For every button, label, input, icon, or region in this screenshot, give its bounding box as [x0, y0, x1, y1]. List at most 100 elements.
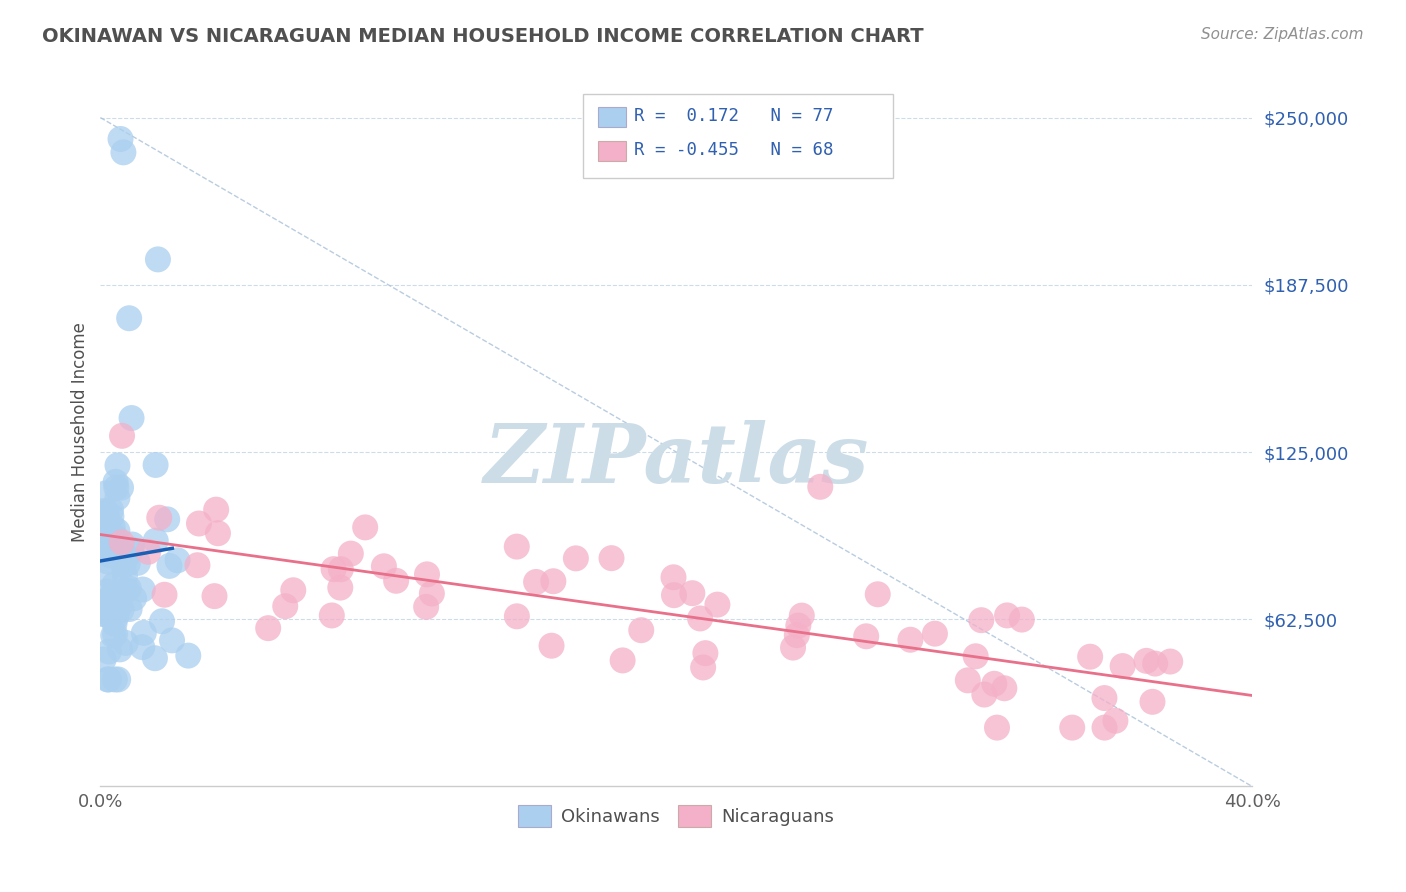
Point	[506, 540, 529, 554]
Point	[96, 584, 118, 599]
Point	[94, 526, 117, 541]
Point	[662, 570, 685, 584]
Point	[111, 535, 134, 549]
Point	[600, 551, 623, 566]
Point	[329, 581, 352, 595]
Point	[110, 603, 132, 617]
Point	[100, 509, 122, 524]
Legend: Okinawans, Nicaraguans: Okinawans, Nicaraguans	[510, 797, 842, 834]
Point	[112, 145, 135, 160]
Point	[101, 628, 124, 642]
Point	[97, 673, 120, 687]
Point	[1111, 659, 1133, 673]
Point	[156, 512, 179, 526]
Point	[110, 481, 132, 495]
Point	[103, 577, 125, 591]
Point	[118, 602, 141, 616]
Point	[385, 574, 408, 588]
Point	[681, 586, 703, 600]
Text: R =  0.172   N = 77: R = 0.172 N = 77	[634, 107, 834, 125]
Point	[630, 623, 652, 637]
Point	[121, 411, 143, 425]
Point	[855, 629, 877, 643]
Text: ZIPatlas: ZIPatlas	[484, 420, 869, 500]
Point	[145, 458, 167, 472]
Point	[416, 567, 439, 582]
Point	[131, 640, 153, 655]
Point	[924, 626, 946, 640]
Point	[153, 588, 176, 602]
Point	[111, 429, 134, 443]
Point	[122, 591, 145, 606]
Point	[662, 588, 685, 602]
Point	[115, 549, 138, 564]
Point	[110, 132, 132, 146]
Point	[808, 480, 831, 494]
Point	[706, 598, 728, 612]
Point	[101, 520, 124, 534]
Point	[107, 524, 129, 538]
Point	[104, 549, 127, 563]
Point	[321, 608, 343, 623]
Point	[94, 567, 117, 582]
Point	[188, 516, 211, 531]
Point	[114, 636, 136, 650]
Point	[1011, 613, 1033, 627]
Point	[565, 551, 588, 566]
Point	[1078, 649, 1101, 664]
Point	[104, 610, 127, 624]
Point	[91, 544, 114, 558]
Point	[93, 607, 115, 621]
Point	[506, 609, 529, 624]
Point	[787, 618, 810, 632]
Point	[94, 486, 117, 500]
Text: OKINAWAN VS NICARAGUAN MEDIAN HOUSEHOLD INCOME CORRELATION CHART: OKINAWAN VS NICARAGUAN MEDIAN HOUSEHOLD …	[42, 27, 924, 45]
Point	[1135, 654, 1157, 668]
Point	[121, 537, 143, 551]
Point	[782, 640, 804, 655]
Point	[970, 613, 993, 627]
Point	[540, 639, 562, 653]
Point	[983, 677, 1005, 691]
Point	[93, 504, 115, 518]
Point	[104, 590, 127, 604]
Point	[100, 530, 122, 544]
Point	[98, 598, 121, 612]
Point	[132, 582, 155, 597]
Point	[100, 601, 122, 615]
Point	[159, 558, 181, 573]
Point	[107, 458, 129, 473]
Point	[104, 475, 127, 489]
Point	[283, 583, 305, 598]
Point	[115, 583, 138, 598]
Point	[93, 652, 115, 666]
Point	[160, 633, 183, 648]
Point	[150, 614, 173, 628]
Point	[986, 721, 1008, 735]
Point	[166, 553, 188, 567]
Point	[146, 252, 169, 267]
Point	[104, 627, 127, 641]
Point	[91, 607, 114, 621]
Point	[420, 586, 443, 600]
Point	[205, 502, 228, 516]
Point	[692, 660, 714, 674]
Point	[790, 608, 813, 623]
Point	[117, 557, 139, 571]
Point	[104, 673, 127, 687]
Point	[786, 628, 808, 642]
Y-axis label: Median Household Income: Median Household Income	[72, 322, 89, 542]
Point	[101, 586, 124, 600]
Point	[257, 621, 280, 635]
Point	[322, 562, 344, 576]
Point	[186, 558, 208, 573]
Point	[415, 599, 437, 614]
Point	[1142, 695, 1164, 709]
Point	[114, 568, 136, 582]
Point	[127, 556, 149, 570]
Point	[108, 642, 131, 657]
Point	[100, 549, 122, 563]
Point	[105, 481, 128, 495]
Point	[689, 611, 711, 625]
Point	[1144, 657, 1167, 671]
